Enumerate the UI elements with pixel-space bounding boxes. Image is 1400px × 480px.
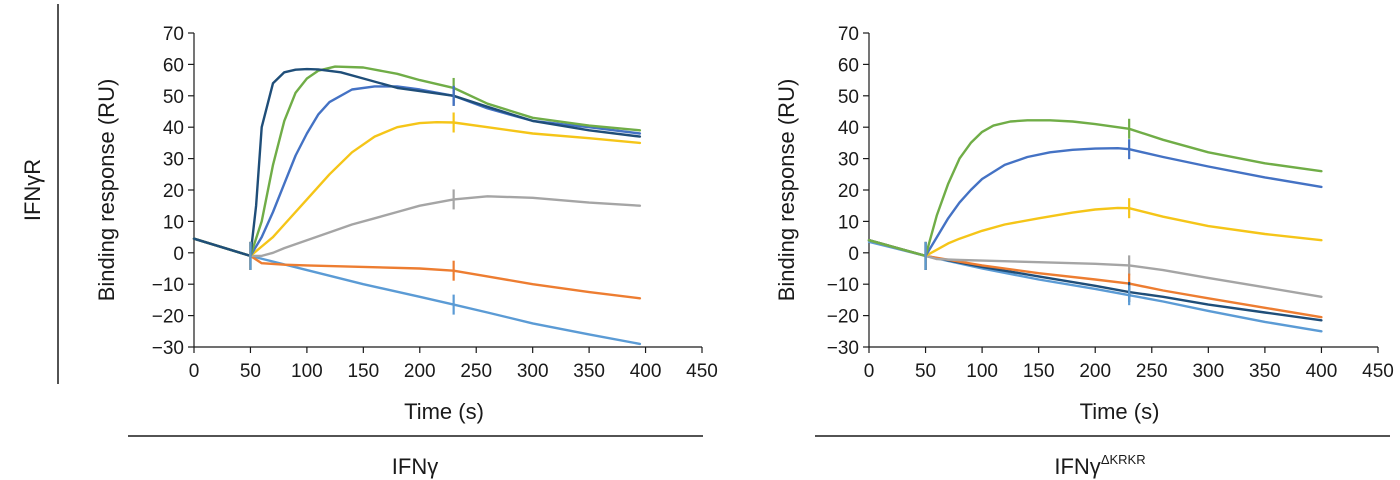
y-tick-label: −20 bbox=[152, 307, 184, 328]
y-tick-label: 40 bbox=[838, 118, 859, 139]
x-tick-label: 100 bbox=[291, 361, 323, 382]
y-tick-label: 60 bbox=[163, 55, 184, 76]
y-tick-label: 30 bbox=[163, 150, 184, 171]
y-tick-label: −10 bbox=[152, 275, 184, 296]
series-line-dark-blue bbox=[192, 67, 642, 258]
y-tick-label: −30 bbox=[827, 338, 859, 359]
series-line-gray bbox=[192, 195, 642, 258]
row-label: IFNγR bbox=[20, 159, 45, 221]
x-tick-label: 100 bbox=[966, 361, 998, 382]
y-tick-label: 50 bbox=[838, 87, 859, 108]
y-axis-title: Binding response (RU) bbox=[94, 79, 119, 302]
y-tick-label: −30 bbox=[152, 338, 184, 359]
series-line-orange bbox=[867, 239, 1323, 319]
y-tick-label: 40 bbox=[163, 118, 184, 139]
series-line-gray bbox=[867, 239, 1323, 298]
x-tick-label: 150 bbox=[1023, 361, 1055, 382]
x-tick-label: 350 bbox=[1249, 361, 1281, 382]
x-tick-label: 300 bbox=[1192, 361, 1224, 382]
x-tick-label: 150 bbox=[347, 361, 379, 382]
series-line-yellow bbox=[192, 121, 642, 258]
x-tick-label: 0 bbox=[864, 361, 875, 382]
series-line-green bbox=[867, 119, 1323, 258]
series-line-orange bbox=[192, 237, 642, 300]
y-tick-label: −20 bbox=[827, 307, 859, 328]
chart-panel-ifng: −30 −20 −10 0 10 20 30 40 50 60 70 0 50 100 150 200 250 3… bbox=[94, 24, 718, 424]
series-line-mid-blue bbox=[867, 147, 1323, 258]
x-tick-label: 400 bbox=[1306, 361, 1338, 382]
x-tick-label: 50 bbox=[240, 361, 261, 382]
y-tick-label: 0 bbox=[848, 244, 859, 265]
y-tick-label: 50 bbox=[163, 87, 184, 108]
x-tick-label: 0 bbox=[189, 361, 200, 382]
y-tick-label: 70 bbox=[838, 24, 859, 45]
group-label-ifng-dkrkr: IFNγΔKRKR bbox=[1054, 452, 1145, 479]
x-tick-label: 250 bbox=[1136, 361, 1168, 382]
x-tick-label: 450 bbox=[686, 361, 718, 382]
x-axis-title: Time (s) bbox=[404, 399, 484, 424]
x-tick-label: 250 bbox=[460, 361, 492, 382]
y-tick-label: 30 bbox=[838, 150, 859, 171]
y-tick-label: 70 bbox=[163, 24, 184, 45]
x-axis-title: Time (s) bbox=[1080, 399, 1160, 424]
series-line-mid-blue bbox=[192, 85, 642, 258]
x-tick-label: 50 bbox=[915, 361, 936, 382]
series-line-yellow bbox=[867, 206, 1323, 258]
x-tick-label: 400 bbox=[630, 361, 662, 382]
y-tick-label: 20 bbox=[163, 181, 184, 202]
series-line-light-blue bbox=[192, 237, 642, 346]
y-tick-label: 0 bbox=[173, 244, 184, 265]
y-tick-label: 60 bbox=[838, 55, 859, 76]
y-tick-label: −10 bbox=[827, 275, 859, 296]
y-axis-title: Binding response (RU) bbox=[774, 79, 799, 302]
y-tick-label: 10 bbox=[163, 212, 184, 233]
x-tick-label: 450 bbox=[1362, 361, 1394, 382]
x-tick-label: 200 bbox=[1079, 361, 1111, 382]
x-tick-label: 300 bbox=[517, 361, 549, 382]
y-tick-label: 20 bbox=[838, 181, 859, 202]
x-tick-label: 200 bbox=[404, 361, 436, 382]
group-label-ifng: IFNγ bbox=[392, 454, 438, 479]
x-tick-label: 350 bbox=[573, 361, 605, 382]
series-line-green bbox=[192, 65, 642, 258]
y-tick-label: 10 bbox=[838, 212, 859, 233]
chart-panel-ifng-dkrkr: −30 −20 −10 0 10 20 30 40 50 60 70 0 50 100 150 200 250 3… bbox=[774, 24, 1394, 424]
